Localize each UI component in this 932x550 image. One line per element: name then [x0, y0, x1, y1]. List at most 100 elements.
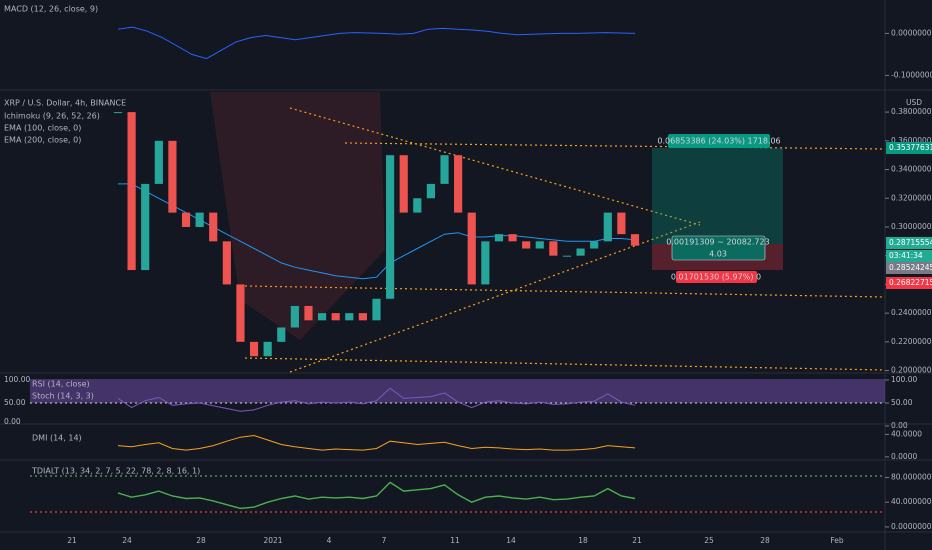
candle — [345, 313, 354, 321]
candle — [263, 341, 272, 357]
stoch-legend: Stoch (14, 3, 3) — [32, 392, 94, 401]
x-tick-label: 18 — [578, 536, 588, 545]
x-tick-label: 28 — [760, 536, 770, 545]
candle — [249, 341, 259, 357]
symbol-title: XRP / U.S. Dollar, 4h, BINANCE — [4, 99, 126, 108]
ichimoku-cloud — [210, 92, 385, 340]
y-tick-label: 0.22000000 — [891, 337, 932, 346]
indicator-legend: EMA (100, close, 0) — [4, 124, 81, 133]
y-tick-label: 50.00 — [891, 398, 913, 407]
candle — [508, 234, 517, 242]
candle — [277, 327, 286, 342]
center-label: 0.00191309 ~ 20082.723 — [666, 238, 769, 247]
y-tick-label: 100.00 — [4, 375, 30, 384]
x-tick-label: 24 — [122, 536, 132, 545]
candle — [209, 212, 218, 242]
currency: USD — [906, 98, 922, 107]
x-tick-label: Feb — [830, 536, 844, 545]
candle — [181, 212, 191, 227]
candle — [236, 284, 245, 342]
price-tag-label: 0.28524245 — [889, 263, 932, 272]
x-tick-label: 25 — [704, 536, 714, 545]
candle — [481, 241, 490, 285]
y-tick-label: 0.30000000 — [891, 222, 932, 231]
candle — [535, 241, 544, 249]
y-tick-label: 0.32000000 — [891, 193, 932, 202]
candle — [195, 212, 204, 227]
candle — [113, 112, 123, 114]
y-tick-label: 0.00 — [891, 421, 908, 430]
indicator-legend: EMA (200, close, 0) — [4, 136, 81, 145]
y-tick-label: 0.38000000 — [891, 107, 932, 116]
candle — [222, 241, 231, 285]
candle — [630, 234, 640, 246]
candle — [562, 255, 572, 257]
x-tick-label: 28 — [196, 536, 206, 545]
price-tag-label: 0.35377631 — [889, 143, 932, 152]
candle — [386, 155, 395, 299]
center-box — [671, 235, 766, 261]
candle — [413, 198, 422, 213]
rsi-legend: RSI (14, close) — [32, 380, 90, 389]
ema-line — [118, 183, 636, 280]
price-tag — [886, 277, 932, 289]
candle — [576, 248, 585, 256]
indicator-legend: Ichimoku (9, 26, 52, 26) — [4, 112, 100, 121]
candle — [331, 313, 340, 321]
candle — [304, 305, 313, 321]
candle — [454, 155, 463, 213]
y-tick-label: 0.20000000 — [891, 366, 932, 375]
y-tick-label: 0.24000000 — [891, 308, 932, 317]
candle — [290, 305, 299, 328]
x-tick-label: 14 — [506, 536, 516, 545]
candle — [399, 155, 408, 213]
y-tick-label: 0.00 — [4, 417, 21, 426]
dmi-line — [117, 434, 636, 451]
y-tick-label: 0.00000000 — [891, 28, 932, 37]
y-tick-label: 0.0000 — [891, 452, 917, 461]
y-tick-label: 0.00000000 — [891, 522, 932, 531]
price-tag — [886, 237, 932, 249]
candle — [372, 298, 381, 321]
candle — [549, 241, 558, 256]
macd-legend: MACD (12, 26, close, 9) — [4, 5, 98, 14]
price-tag — [886, 142, 932, 154]
price-tag — [886, 250, 932, 262]
candle — [522, 241, 531, 249]
candle — [494, 234, 504, 242]
target-box — [668, 134, 770, 148]
candle — [127, 112, 136, 271]
rsi-band — [30, 379, 885, 403]
target-label: 0.06853386 (24.03%) 1718.06 — [657, 137, 780, 146]
ratio-label: 4.03 — [709, 250, 727, 259]
y-tick-label: 80.00000000 — [891, 472, 932, 481]
target-zone — [652, 148, 783, 244]
x-tick-label: 7 — [382, 536, 387, 545]
tdi-legend: TDIALT (13, 34, 2, 7, 5, 22, 78, 2, 8, 1… — [31, 467, 200, 476]
stop-box — [676, 271, 757, 283]
tdi-line — [117, 481, 636, 510]
trendlines — [30, 107, 886, 513]
price-tag — [886, 262, 932, 274]
x-tick-label: 21 — [67, 536, 77, 545]
candle — [617, 212, 626, 235]
x-tick-label: 4 — [327, 536, 332, 545]
price-tag-label: 0.28715554 — [889, 238, 932, 247]
x-tick-label: 21 — [632, 536, 642, 545]
price-tag-label: 03:41:34 — [889, 251, 923, 260]
y-tick-label: 40.0000 — [891, 429, 922, 438]
candle — [141, 183, 150, 271]
x-tick-label: 2021 — [263, 536, 282, 545]
rsi-line — [117, 387, 636, 412]
candle — [317, 313, 327, 321]
stop-label: 0.01701530 (5.97%) 0 — [671, 273, 761, 282]
candle — [358, 313, 367, 321]
y-tick-label: 0.36000000 — [891, 136, 932, 145]
y-tick-label: 50.00 — [4, 398, 26, 407]
x-tick-label: 11 — [450, 536, 460, 545]
y-tick-label: 0.34000000 — [891, 165, 932, 174]
candle — [590, 241, 599, 249]
